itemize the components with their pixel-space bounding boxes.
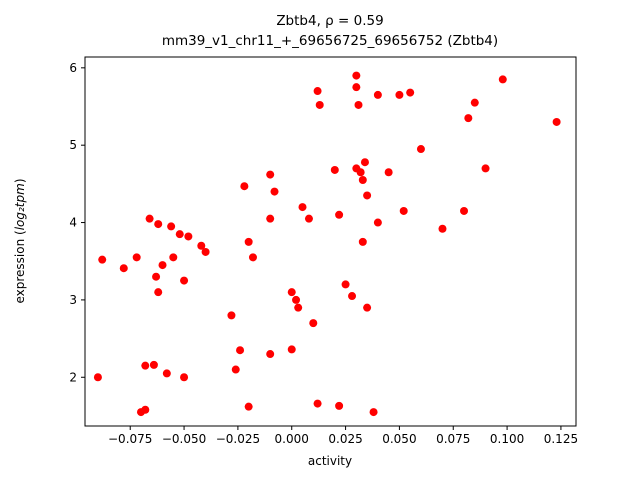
y-tick-label: 2 xyxy=(69,370,77,384)
data-point xyxy=(395,90,404,99)
data-point xyxy=(384,168,393,177)
data-point xyxy=(416,145,425,154)
data-point xyxy=(373,90,382,99)
data-point xyxy=(358,237,367,246)
data-point xyxy=(298,203,307,212)
data-point xyxy=(167,222,176,231)
data-point xyxy=(335,210,344,219)
data-point xyxy=(309,319,318,328)
data-point xyxy=(354,100,363,109)
data-point xyxy=(406,88,415,97)
y-axis-label-suffix: ) xyxy=(13,178,27,183)
x-tick-label: −0.050 xyxy=(162,432,206,446)
data-point xyxy=(341,280,350,289)
data-point xyxy=(184,232,193,241)
data-point xyxy=(197,241,206,250)
data-point xyxy=(98,255,107,264)
data-point xyxy=(292,295,301,304)
x-axis-ticks: −0.075 −0.050 −0.025 0.000 0.025 0.050 0.075 0.… xyxy=(108,426,578,446)
data-point xyxy=(330,165,339,174)
data-point xyxy=(348,292,357,301)
data-point xyxy=(481,164,490,173)
y-axis-label: expression (log₂tpm) xyxy=(13,178,27,303)
data-point xyxy=(360,158,369,167)
data-point xyxy=(363,303,372,312)
data-point xyxy=(244,402,253,411)
y-tick-label: 5 xyxy=(69,138,77,152)
data-point xyxy=(270,187,279,196)
data-point xyxy=(315,100,324,109)
data-point xyxy=(231,365,240,374)
data-point xyxy=(175,230,184,239)
data-point xyxy=(180,276,189,285)
x-tick-label: 0.075 xyxy=(436,432,470,446)
data-point xyxy=(201,247,210,256)
y-axis-ticks: 2 3 4 5 6 xyxy=(69,61,85,384)
plot-area-border xyxy=(84,56,577,427)
data-point xyxy=(464,114,473,123)
data-point xyxy=(154,220,163,229)
data-point xyxy=(287,345,296,354)
data-point xyxy=(313,87,322,96)
data-point xyxy=(294,303,303,312)
chart-title-line2: mm39_v1_chr11_+_69656725_69656752 (Zbtb4… xyxy=(162,33,498,49)
chart-title-line1: Zbtb4, ρ = 0.59 xyxy=(276,13,383,29)
data-point xyxy=(352,71,361,80)
data-point xyxy=(460,206,469,215)
data-point xyxy=(162,369,171,378)
data-point xyxy=(552,117,561,126)
data-point xyxy=(158,261,167,270)
data-point xyxy=(266,350,275,359)
data-point xyxy=(119,264,128,273)
data-point xyxy=(149,360,158,369)
data-point xyxy=(335,401,344,410)
data-point xyxy=(240,182,249,191)
data-point xyxy=(373,218,382,227)
x-tick-label: −0.075 xyxy=(108,432,152,446)
data-point xyxy=(266,170,275,179)
data-point xyxy=(93,373,102,382)
data-point xyxy=(399,206,408,215)
data-point xyxy=(169,253,178,262)
y-axis-label-prefix: expression ( xyxy=(13,230,27,303)
y-tick-label: 6 xyxy=(69,61,77,75)
data-point xyxy=(236,346,245,355)
x-tick-label: 0.125 xyxy=(544,432,578,446)
data-point xyxy=(141,361,150,370)
data-point xyxy=(358,176,367,184)
data-point xyxy=(498,75,507,84)
data-point xyxy=(470,98,479,107)
data-point xyxy=(438,224,447,233)
data-point xyxy=(266,214,275,223)
data-point xyxy=(227,311,236,320)
scatter-points xyxy=(93,71,561,417)
x-axis-label: activity xyxy=(308,454,352,468)
x-tick-label: 0.050 xyxy=(382,432,416,446)
data-point xyxy=(145,214,154,223)
y-axis-label-math: log₂tpm xyxy=(13,183,27,230)
x-tick-label: 0.000 xyxy=(275,432,309,446)
data-point xyxy=(141,405,150,414)
data-point xyxy=(287,288,296,297)
data-point xyxy=(313,399,322,408)
data-point xyxy=(369,408,378,417)
x-tick-label: 0.025 xyxy=(328,432,362,446)
data-point xyxy=(180,373,189,382)
x-tick-label: 0.100 xyxy=(490,432,524,446)
data-point xyxy=(154,288,163,297)
x-tick-label: −0.025 xyxy=(216,432,260,446)
data-point xyxy=(132,253,141,262)
data-point xyxy=(304,214,313,223)
data-point xyxy=(248,253,257,262)
data-point xyxy=(152,272,161,281)
y-tick-label: 4 xyxy=(69,216,77,230)
data-point xyxy=(352,83,361,92)
data-point xyxy=(244,237,253,246)
data-point xyxy=(356,168,365,177)
y-tick-label: 3 xyxy=(69,293,77,307)
data-point xyxy=(363,191,372,200)
